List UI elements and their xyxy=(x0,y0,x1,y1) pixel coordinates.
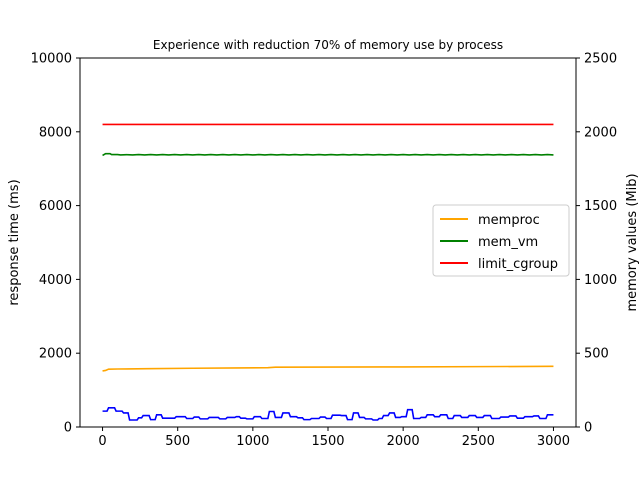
legend: memproc mem_vm limit_cgroup xyxy=(432,204,570,277)
x-tick-label: 2500 xyxy=(462,434,495,449)
y-axis-left-label: response time (ms) xyxy=(7,179,22,305)
x-axis: 0 500 1000 1500 2000 2500 3000 xyxy=(98,427,570,449)
y-left-tick-label: 0 xyxy=(64,421,72,436)
series-line-mem_vm xyxy=(102,152,554,157)
legend-box xyxy=(432,204,570,277)
legend-label-memproc: memproc xyxy=(478,213,540,228)
y-right-tick-label: 2000 xyxy=(584,125,617,140)
y-right-tick-label: 500 xyxy=(584,347,609,362)
y-axis-right: 0 500 1000 1500 2000 2500 xyxy=(576,52,617,436)
x-tick-label: 1500 xyxy=(311,434,344,449)
x-tick-label: 2000 xyxy=(387,434,420,449)
y-left-tick-label: 2000 xyxy=(39,347,72,362)
x-tick-label: 1000 xyxy=(236,434,269,449)
y-axis-left: 0 2000 4000 6000 8000 10000 xyxy=(31,52,80,436)
chart-title: Experience with reduction 70% of memory … xyxy=(153,38,503,52)
y-left-tick-label: 4000 xyxy=(39,273,72,288)
series-layer xyxy=(102,123,554,421)
y-left-tick-label: 6000 xyxy=(39,199,72,214)
series-line-memproc xyxy=(102,365,554,372)
x-tick-label: 500 xyxy=(165,434,190,449)
legend-label-mem_vm: mem_vm xyxy=(478,235,538,250)
x-tick-label: 0 xyxy=(98,434,106,449)
y-left-tick-label: 8000 xyxy=(39,125,72,140)
y-axis-right-label: memory values (Mib) xyxy=(625,173,640,311)
y-right-tick-label: 1000 xyxy=(584,273,617,288)
x-tick-label: 3000 xyxy=(537,434,570,449)
y-right-tick-label: 0 xyxy=(584,421,592,436)
y-right-tick-label: 2500 xyxy=(584,52,617,67)
series-line-response-time xyxy=(102,407,554,421)
legend-label-limit_cgroup: limit_cgroup xyxy=(478,257,558,272)
y-right-tick-label: 1500 xyxy=(584,199,617,214)
y-left-tick-label: 10000 xyxy=(31,52,72,67)
